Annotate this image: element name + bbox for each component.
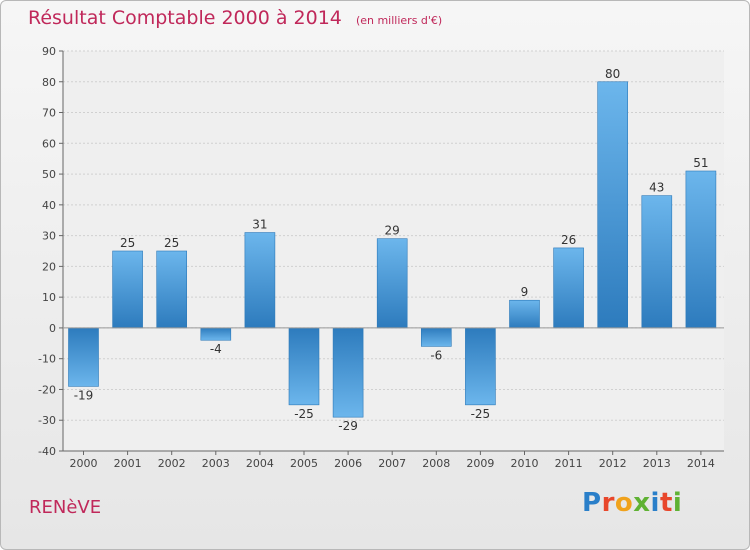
x-tick-label-2000: 2000 bbox=[70, 457, 98, 470]
logo-letter: x bbox=[633, 488, 651, 518]
bar-2014[interactable] bbox=[685, 170, 717, 329]
x-tick-label-2001: 2001 bbox=[114, 457, 142, 470]
x-tick-label-2011: 2011 bbox=[555, 457, 583, 470]
bar-2003[interactable] bbox=[200, 327, 232, 341]
bar-2004[interactable] bbox=[244, 232, 276, 329]
data-label-2000: -19 bbox=[74, 388, 94, 402]
logo-letter: i bbox=[672, 488, 683, 518]
x-tick-label-2009: 2009 bbox=[466, 457, 494, 470]
y-tick-label: 50 bbox=[42, 168, 56, 181]
chart-title-text: Résultat Comptable 2000 à 2014 bbox=[28, 7, 342, 29]
bar-2000[interactable] bbox=[68, 327, 99, 387]
logo-letter: r bbox=[601, 488, 615, 518]
y-tick-label: -30 bbox=[38, 414, 56, 427]
x-tick-label-2008: 2008 bbox=[422, 457, 450, 470]
x-tick-label-2010: 2010 bbox=[511, 457, 539, 470]
data-label-2014: 51 bbox=[693, 156, 708, 170]
commune-name: RENèVE bbox=[29, 497, 102, 518]
x-tick-label-2002: 2002 bbox=[158, 457, 186, 470]
x-tick-label-2005: 2005 bbox=[290, 457, 318, 470]
data-label-2003: -4 bbox=[210, 342, 222, 356]
x-tick-label-2012: 2012 bbox=[599, 457, 627, 470]
bar-layer bbox=[68, 81, 717, 418]
x-tick-label-2003: 2003 bbox=[202, 457, 230, 470]
y-tick-label: 40 bbox=[42, 199, 56, 212]
y-tick-label: -10 bbox=[38, 353, 56, 366]
y-tick-label: 0 bbox=[49, 322, 56, 335]
x-tick-label-2007: 2007 bbox=[378, 457, 406, 470]
y-tick-label: -40 bbox=[38, 445, 56, 458]
y-tick-label: 90 bbox=[42, 45, 56, 58]
bar-2009[interactable] bbox=[465, 327, 496, 406]
bar-2013[interactable] bbox=[641, 195, 673, 329]
proxiti-logo[interactable]: Proxiti bbox=[582, 488, 682, 518]
data-label-2007: 29 bbox=[385, 224, 400, 238]
y-tick-label: 20 bbox=[42, 260, 56, 273]
x-tick-label-2014: 2014 bbox=[687, 457, 715, 470]
data-label-2004: 31 bbox=[252, 218, 267, 232]
logo-letter: P bbox=[582, 488, 602, 518]
bar-2002[interactable] bbox=[156, 250, 187, 329]
chart-unit: (en milliers d'€) bbox=[355, 14, 443, 27]
data-label-2010: 9 bbox=[521, 285, 529, 299]
y-tick-label: 10 bbox=[42, 291, 56, 304]
data-label-2006: -29 bbox=[338, 419, 358, 433]
data-label-2008: -6 bbox=[430, 348, 442, 362]
data-label-2005: -25 bbox=[294, 407, 314, 421]
data-label-2009: -25 bbox=[471, 407, 491, 421]
logo-letter: o bbox=[614, 488, 634, 518]
logo-letter: t bbox=[659, 488, 673, 518]
x-tick-label-2004: 2004 bbox=[246, 457, 274, 470]
y-tick-label: 80 bbox=[42, 76, 56, 89]
y-tick-label: 30 bbox=[42, 230, 56, 243]
data-label-2012: 80 bbox=[605, 67, 620, 81]
x-tick-label-2006: 2006 bbox=[334, 457, 362, 470]
axis-layer: -40 -30 -20 -10 0 10 20 30 40 50 60 70 80 90 2000 2001 2… bbox=[38, 45, 724, 470]
y-tick-label: -20 bbox=[38, 383, 56, 396]
bar-2007[interactable] bbox=[376, 238, 408, 329]
bar-2006[interactable] bbox=[332, 327, 364, 418]
x-tick-label-2013: 2013 bbox=[643, 457, 671, 470]
data-label-2013: 43 bbox=[649, 181, 664, 195]
y-tick-label: 60 bbox=[42, 137, 56, 150]
bar-2001[interactable] bbox=[112, 250, 143, 329]
y-tick-label: 70 bbox=[42, 107, 56, 120]
data-label-2002: 25 bbox=[164, 236, 179, 250]
bar-2012[interactable] bbox=[597, 81, 629, 329]
chart-title: Résultat Comptable 2000 à 2014 (en milli… bbox=[28, 7, 442, 29]
bar-2010[interactable] bbox=[509, 299, 540, 329]
data-label-2001: 25 bbox=[120, 236, 135, 250]
data-label-2011: 26 bbox=[561, 233, 576, 247]
label-layer: -19 25 25 -4 31 -25 -29 29 -6 -25 9 26 80 43 51 bbox=[74, 67, 709, 433]
logo-letter: i bbox=[650, 488, 660, 518]
bar-2005[interactable] bbox=[288, 327, 320, 406]
bar-2011[interactable] bbox=[553, 247, 584, 329]
bar-2008[interactable] bbox=[420, 327, 452, 347]
